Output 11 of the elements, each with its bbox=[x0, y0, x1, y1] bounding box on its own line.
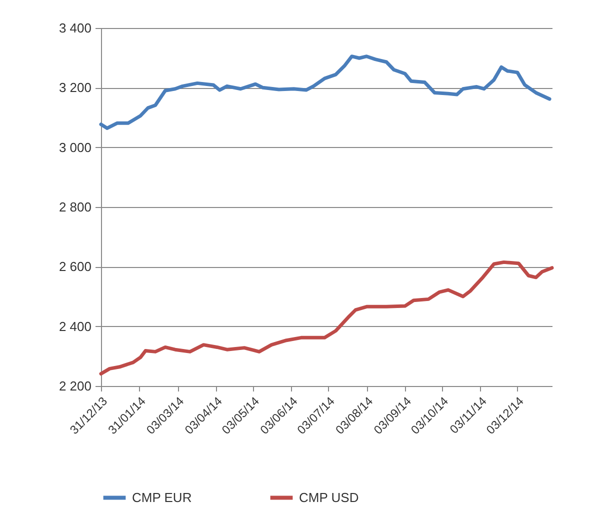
legend-label: CMP EUR bbox=[132, 490, 192, 505]
y-tick-label: 2 400 bbox=[58, 318, 92, 334]
y-tick-label: 2 800 bbox=[58, 200, 92, 214]
y-tick-label: 3 400 bbox=[58, 20, 92, 36]
line-series bbox=[99, 260, 554, 376]
y-tick-label: 3 200 bbox=[58, 80, 92, 96]
y-tick-label: 2 600 bbox=[58, 259, 92, 274]
y-tick-label: 3 000 bbox=[58, 140, 92, 155]
line-series bbox=[99, 54, 552, 130]
legend-label: CMP USD bbox=[299, 490, 359, 505]
y-tick-label: 2 200 bbox=[58, 378, 92, 394]
